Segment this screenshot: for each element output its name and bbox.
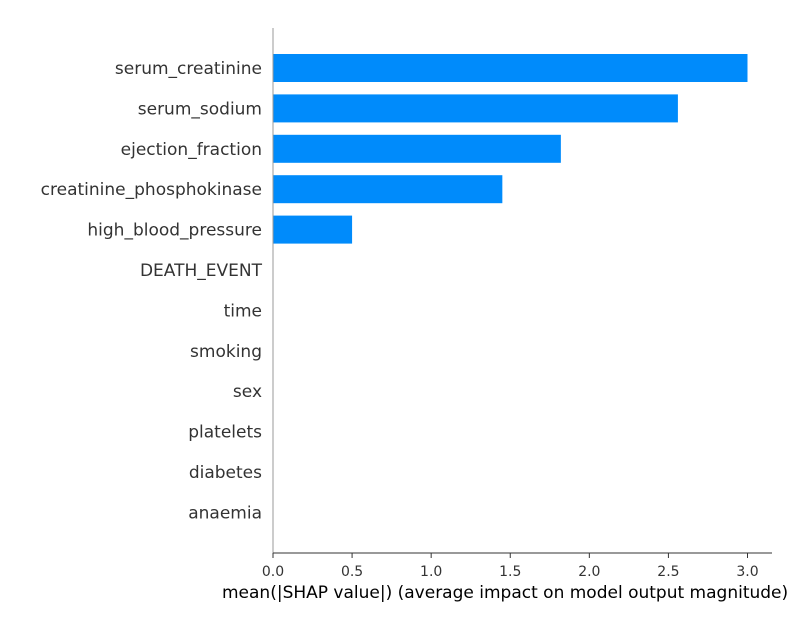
category-label: time [224,301,262,321]
category-label: sex [233,382,262,402]
bar-serum-sodium [273,94,678,123]
category-label: high_blood_pressure [87,221,262,241]
category-label: serum_creatinine [115,59,262,79]
bar-serum-creatinine [273,54,748,82]
x-tick-label: 0.5 [341,564,363,580]
category-label: DEATH_EVENT [140,261,263,281]
x-tick-label: 3.0 [736,564,758,580]
bar-creatinine-phosphokinase [273,175,503,204]
bar-ejection-fraction [273,134,561,163]
bars-group [273,54,748,244]
x-tick-label: 2.5 [657,564,679,580]
category-labels: serum_creatinine serum_sodium ejection_fra… [41,59,263,523]
category-label: ejection_fraction [121,140,262,160]
category-label: diabetes [189,463,262,483]
category-label: creatinine_phosphokinase [41,180,262,200]
x-tick-label: 2.0 [578,564,600,580]
category-label: serum_sodium [138,99,262,119]
bar-high-blood-pressure [273,215,353,244]
x-axis-title: mean(|SHAP value|) (average impact on mo… [222,583,788,603]
x-tick-label: 0.0 [262,564,284,580]
x-tick-label: 1.5 [499,564,521,580]
x-axis-ticks: 0.0 0.5 1.0 1.5 2.0 2.5 3.0 [262,553,759,580]
category-label: anaemia [188,503,262,523]
category-label: platelets [188,423,262,443]
x-tick-label: 1.0 [420,564,442,580]
category-label: smoking [190,342,262,362]
